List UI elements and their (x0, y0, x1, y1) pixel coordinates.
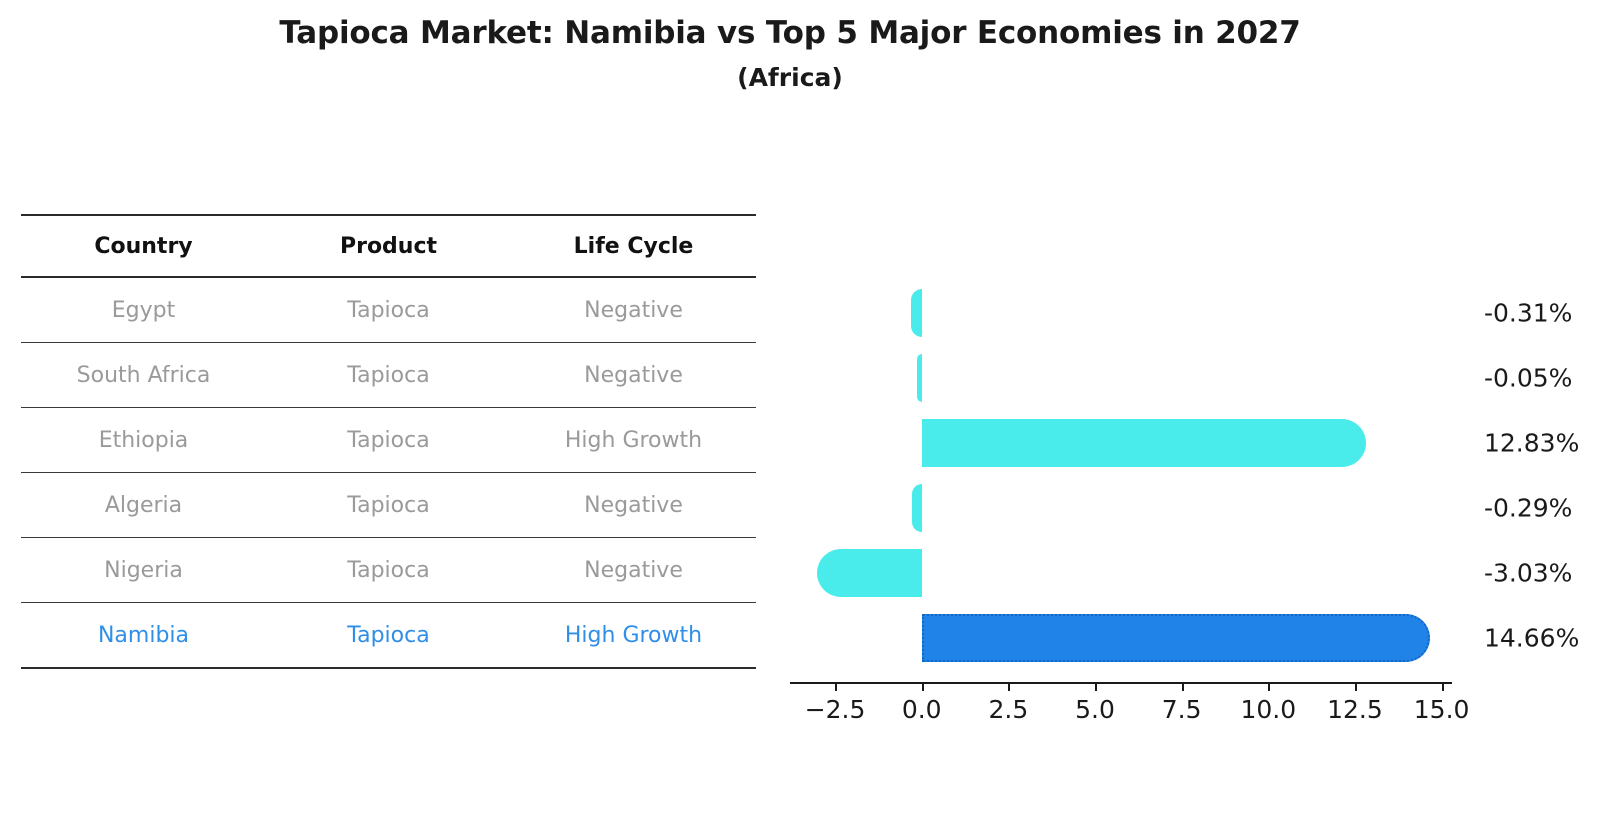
table-header-row: Country Product Life Cycle (21, 214, 756, 278)
bar-nigeria[interactable] (816, 548, 922, 597)
cell-country: Nigeria (21, 537, 266, 603)
x-axis-tick-label: 5.0 (1075, 695, 1115, 724)
x-axis-tick (1181, 682, 1184, 691)
bar-egypt[interactable] (910, 288, 922, 337)
x-axis-tick-label: 10.0 (1240, 695, 1297, 724)
bar-row: 14.66% (790, 605, 1579, 670)
table-row: Namibia Tapioca High Growth (21, 602, 756, 669)
cell-life-cycle: Negative (511, 342, 756, 408)
cell-product: Tapioca (266, 537, 511, 603)
bar-value-label: -0.29% (1484, 493, 1573, 522)
x-axis-tick (921, 682, 924, 691)
bar-ethiopia[interactable] (921, 418, 1367, 467)
cell-country: Ethiopia (21, 407, 266, 473)
plot-area: -0.31% -0.05% 12.83% -0.29% -3.03% 14.66% (790, 280, 1579, 682)
bar-row: -3.03% (790, 540, 1572, 605)
table-row: Algeria Tapioca Negative (21, 472, 756, 538)
x-axis-tick (1441, 682, 1444, 691)
cell-product: Tapioca (266, 342, 511, 408)
cell-product: Tapioca (266, 277, 511, 343)
cell-product: Tapioca (266, 472, 511, 538)
x-axis-tick-label: 0.0 (901, 695, 942, 724)
table-row: South Africa Tapioca Negative (21, 342, 756, 408)
x-axis-line (790, 682, 1452, 684)
bar-row: 12.83% (790, 410, 1579, 475)
bar-value-label: 12.83% (1484, 428, 1580, 457)
cell-product: Tapioca (266, 407, 511, 473)
x-axis-tick-label: 2.5 (988, 695, 1029, 724)
x-axis-tick (835, 682, 838, 691)
bar-value-label: -3.03% (1484, 558, 1573, 587)
cell-life-cycle: Negative (511, 277, 756, 343)
table-row: Nigeria Tapioca Negative (21, 537, 756, 603)
x-axis-tick-label: −2.5 (804, 695, 866, 724)
bar-south-africa[interactable] (916, 353, 922, 402)
page-subtitle: (Africa) (737, 62, 843, 92)
x-axis-tick (1268, 682, 1271, 691)
table-row: Ethiopia Tapioca High Growth (21, 407, 756, 473)
x-axis-tick (1354, 682, 1357, 691)
bar-value-label: -0.05% (1484, 363, 1573, 392)
x-axis-tick-label: 12.5 (1327, 695, 1383, 724)
title-block: Tapioca Market: Namibia vs Top 5 Major E… (0, 14, 1580, 94)
country-matrix-panel: Country Product Life Cycle Egypt Tapioca N… (21, 214, 756, 669)
table-body: Egypt Tapioca Negative South Africa Tapioca N… (21, 277, 756, 669)
bar-row: -0.31% (790, 280, 1572, 345)
bar-value-label: -0.31% (1484, 298, 1573, 327)
x-axis-tick-label: 7.5 (1161, 695, 1202, 724)
cell-life-cycle: Negative (511, 472, 756, 538)
cell-product: Tapioca (266, 602, 511, 669)
cell-life-cycle: Negative (511, 537, 756, 603)
table-header: Country Product Life Cycle (21, 214, 756, 278)
cell-life-cycle: High Growth (511, 407, 756, 473)
table-row: Egypt Tapioca Negative (21, 277, 756, 343)
column-header-country: Country (21, 214, 266, 278)
cell-country: Egypt (21, 277, 266, 343)
x-axis-tick-label: 15.0 (1413, 695, 1470, 724)
bar-chart-panel: -0.31% -0.05% 12.83% -0.29% -3.03% 14.66% −2.… (770, 214, 1582, 734)
cell-country: Algeria (21, 472, 266, 538)
x-axis-tick (1095, 682, 1097, 691)
bar-namibia[interactable] (921, 613, 1430, 662)
bar-algeria[interactable] (911, 483, 922, 532)
column-header-life-cycle: Life Cycle (511, 214, 756, 278)
bar-row: -0.05% (790, 345, 1572, 410)
column-header-product: Product (266, 214, 511, 278)
bar-row: -0.29% (790, 475, 1572, 540)
x-axis-tick (1008, 682, 1011, 691)
country-matrix-table: Country Product Life Cycle Egypt Tapioca N… (21, 214, 756, 669)
cell-life-cycle: High Growth (511, 602, 756, 669)
cell-country: Namibia (21, 602, 266, 669)
bar-value-label: 14.66% (1484, 623, 1580, 652)
page-title: Tapioca Market: Namibia vs Top 5 Major E… (279, 15, 1301, 51)
cell-country: South Africa (21, 342, 266, 408)
